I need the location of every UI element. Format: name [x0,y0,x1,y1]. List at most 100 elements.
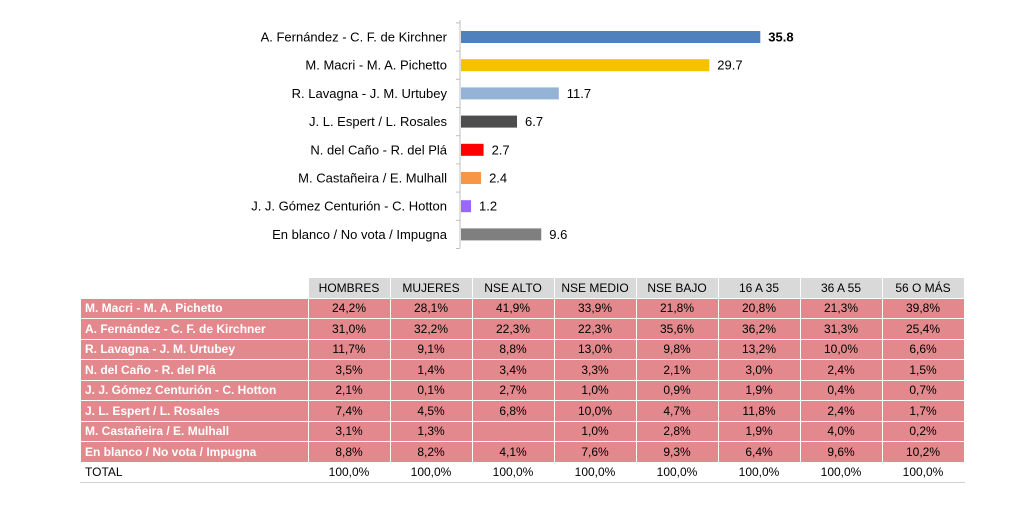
bar [461,59,710,72]
table-cell: 36,2% [717,318,801,340]
table-cell: 21,8% [635,297,719,319]
table-cell: 31,0% [307,318,391,340]
row-label: J. L. Espert / L. Rosales [80,400,309,422]
table-row: N. del Caño - R. del Plá 3,5% 1,4% 3,4% 3,3%… [80,359,965,381]
table-cell: 28,1% [389,297,473,319]
table-cell: 9,3% [635,441,719,463]
table-cell: 33,9% [553,297,637,319]
total-cell: 100,0% [717,461,801,483]
table-cell: 3,1% [307,420,391,442]
table-cell: 22,3% [553,318,637,340]
total-cell: 100,0% [553,461,637,483]
table-cell: 25,4% [881,318,965,340]
table-cell: 10,0% [799,338,883,360]
category-label: En blanco / No vota / Impugna [272,227,448,242]
table-cell: 4,5% [389,400,473,422]
row-label: A. Fernández - C. F. de Kirchner [80,318,309,340]
table-cell: 8,8% [471,338,555,360]
category-label: M. Macri - M. A. Pichetto [305,58,447,73]
table-cell: 9,6% [799,441,883,463]
total-cell: 100,0% [471,461,555,483]
row-label: R. Lavagna - J. M. Urtubey [80,338,309,360]
bar-chart: A. Fernández - C. F. de Kirchner 35.8 M. M… [251,20,794,249]
data-label: 1.2 [479,199,497,214]
table-cell: 1,0% [553,379,637,401]
table-cell: 2,4% [799,400,883,422]
category-label: J. L. Espert / L. Rosales [309,114,448,129]
table-cell: 3,0% [717,359,801,381]
table-cell: 9,8% [635,338,719,360]
table-cell: 2,7% [471,379,555,401]
table-cell: 0,7% [881,379,965,401]
data-label: 35.8 [768,30,793,45]
table-cell [471,420,555,442]
table-cell: 0,9% [635,379,719,401]
bar [461,115,518,128]
total-cell: 100,0% [307,461,391,483]
table-cell: 2,4% [799,359,883,381]
column-header: 16 A 35 [717,277,801,299]
table-cell: 13,2% [717,338,801,360]
table-cell: 1,7% [881,400,965,422]
total-row: TOTAL 100,0% 100,0% 100,0% 100,0% 100,0% 100,0… [80,461,965,483]
data-label: 11.7 [567,86,591,101]
data-label: 6.7 [525,114,543,129]
table-cell: 4,7% [635,400,719,422]
category-label: M. Castañeira / E. Mulhall [298,171,447,186]
table-cell: 21,3% [799,297,883,319]
bar [461,31,761,43]
table-cell: 3,3% [553,359,637,381]
row-label: M. Castañeira / E. Mulhall [80,420,309,442]
table-cell: 9,1% [389,338,473,360]
bar [461,228,542,241]
column-header: NSE ALTO [471,277,555,299]
table-cell: 2,1% [635,359,719,381]
row-label: En blanco / No vota / Impugna [80,441,309,463]
table-cell: 1,4% [389,359,473,381]
table-cell: 3,5% [307,359,391,381]
column-header: NSE BAJO [635,277,719,299]
table-cell: 13,0% [553,338,637,360]
table-cell: 3,4% [471,359,555,381]
table-cell: 31,3% [799,318,883,340]
crosstab-table: HOMBRES MUJERES NSE ALTO NSE MEDIO NSE BAJO 1… [80,277,965,483]
table-row: En blanco / No vota / Impugna 8,8% 8,2% 4,1… [80,441,965,463]
total-cell: 100,0% [799,461,883,483]
table-cell: 1,0% [553,420,637,442]
data-label: 9.6 [549,227,567,242]
column-header: NSE MEDIO [553,277,637,299]
row-label: N. del Caño - R. del Plá [80,359,309,381]
table-row: J. J. Gómez Centurión - C. Hotton 2,1% 0,1… [80,379,965,401]
row-label: J. J. Gómez Centurión - C. Hotton [80,379,309,401]
table-cell: 11,7% [307,338,391,360]
category-label: R. Lavagna - J. M. Urtubey [292,86,448,101]
table-cell: 4,1% [471,441,555,463]
bar [461,172,482,184]
table-cell: 4,0% [799,420,883,442]
table-cell: 7,6% [553,441,637,463]
column-header: MUJERES [389,277,473,299]
table-cell: 22,3% [471,318,555,340]
table-cell: 6,8% [471,400,555,422]
table-cell: 8,8% [307,441,391,463]
table-cell: 6,4% [717,441,801,463]
table-cell: 0,2% [881,420,965,442]
total-cell: 100,0% [389,461,473,483]
table-row: R. Lavagna - J. M. Urtubey 11,7% 9,1% 8,8% 1… [80,338,965,360]
column-header: HOMBRES [307,277,391,299]
table-row: M. Castañeira / E. Mulhall 3,1% 1,3% 1,0% 2,… [80,420,965,442]
data-label: 29.7 [717,58,742,73]
table-cell: 8,2% [389,441,473,463]
table-cell: 2,8% [635,420,719,442]
data-label: 2.4 [489,171,507,186]
table-cell: 32,2% [389,318,473,340]
table-row: A. Fernández - C. F. de Kirchner 31,0% 32,… [80,318,965,340]
table-row: J. L. Espert / L. Rosales 7,4% 4,5% 6,8% 10,… [80,400,965,422]
bar [461,143,484,156]
table-row: M. Macri - M. A. Pichetto 24,2% 28,1% 41,9%… [80,297,965,319]
data-label: 2.7 [492,142,510,157]
column-header: 56 O MÁS [881,277,965,299]
table-cell: 6,6% [881,338,965,360]
table-cell: 10,2% [881,441,965,463]
category-label: A. Fernández - C. F. de Kirchner [261,30,448,45]
